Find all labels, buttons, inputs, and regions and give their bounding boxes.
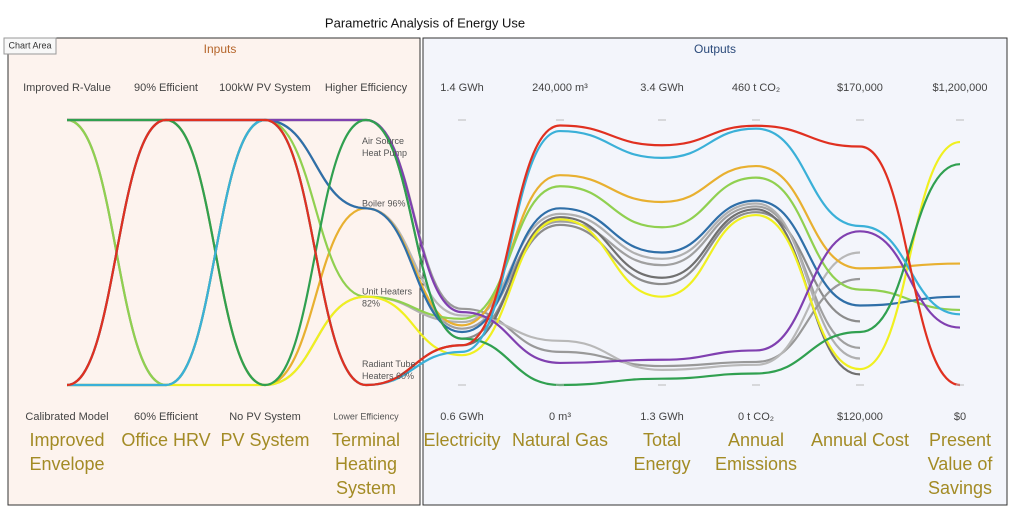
level-bottom-label: Calibrated Model <box>25 411 108 423</box>
tick-label: 1.3 GWh <box>640 411 683 423</box>
axis-top-label: Higher Efficiency <box>325 82 408 94</box>
series-line <box>67 118 961 387</box>
tick-label: $120,000 <box>837 411 883 423</box>
tick-label: $1,200,000 <box>932 82 987 94</box>
axis-name: Electricity <box>423 430 500 450</box>
lines <box>66 118 961 387</box>
level-top-label: 100kW PV System <box>219 82 311 94</box>
axis-name: Office HRV <box>121 430 210 450</box>
tick-label: 3.4 GWh <box>640 82 683 94</box>
level-bottom-label: 60% Efficient <box>134 411 198 423</box>
tick-label: 240,000 m³ <box>532 82 588 94</box>
level-top-label: 90% Efficient <box>134 82 198 94</box>
axis-name: Heating <box>335 454 397 474</box>
tick-label: 0.6 GWh <box>440 411 483 423</box>
tooltip: Chart Area <box>8 40 51 50</box>
level-label: Boiler 96% <box>362 199 406 209</box>
group-title: Outputs <box>694 42 736 56</box>
axis-name: Energy <box>633 454 690 474</box>
tick-label: 0 m³ <box>549 411 571 423</box>
tick-label: $170,000 <box>837 82 883 94</box>
axis-name: Emissions <box>715 454 797 474</box>
series-line <box>66 118 961 387</box>
axis-name: PV System <box>220 430 309 450</box>
axis-name: Improved <box>29 430 104 450</box>
axis-bottom-label: Lower Efficiency <box>333 411 399 421</box>
tick-label: 1.4 GWh <box>440 82 483 94</box>
level-label: Air Source Heat Pump <box>362 136 407 158</box>
level-top-label: Improved R-Value <box>23 82 111 94</box>
axis-name: Natural Gas <box>512 430 608 450</box>
axis-name: Terminal <box>332 430 400 450</box>
axis-name: Savings <box>928 478 992 498</box>
tick-label: 460 t CO₂ <box>732 82 780 94</box>
axis-name: Annual <box>728 430 784 450</box>
axis-name: Total <box>643 430 681 450</box>
tick-label: $0 <box>954 411 966 423</box>
axis-name: System <box>336 478 396 498</box>
chart-title: Parametric Analysis of Energy Use <box>325 15 525 30</box>
group-title: Inputs <box>204 42 237 56</box>
axis-name: Value of <box>928 454 994 474</box>
tick-label: 0 t CO₂ <box>738 411 774 423</box>
series-line <box>67 118 961 387</box>
level-label: Radiant Tube Heaters 60% <box>362 359 416 381</box>
inputs-panel <box>7 37 421 506</box>
level-label: Unit Heaters 82% <box>362 287 413 309</box>
axis-name: Annual Cost <box>811 430 909 450</box>
level-bottom-label: No PV System <box>229 411 301 423</box>
labels: Improved Envelope Improved R-Value Calibrat… <box>23 82 993 498</box>
tooltip-box <box>3 37 57 55</box>
axis-name: Envelope <box>29 454 104 474</box>
axis-name: Present <box>929 430 991 450</box>
